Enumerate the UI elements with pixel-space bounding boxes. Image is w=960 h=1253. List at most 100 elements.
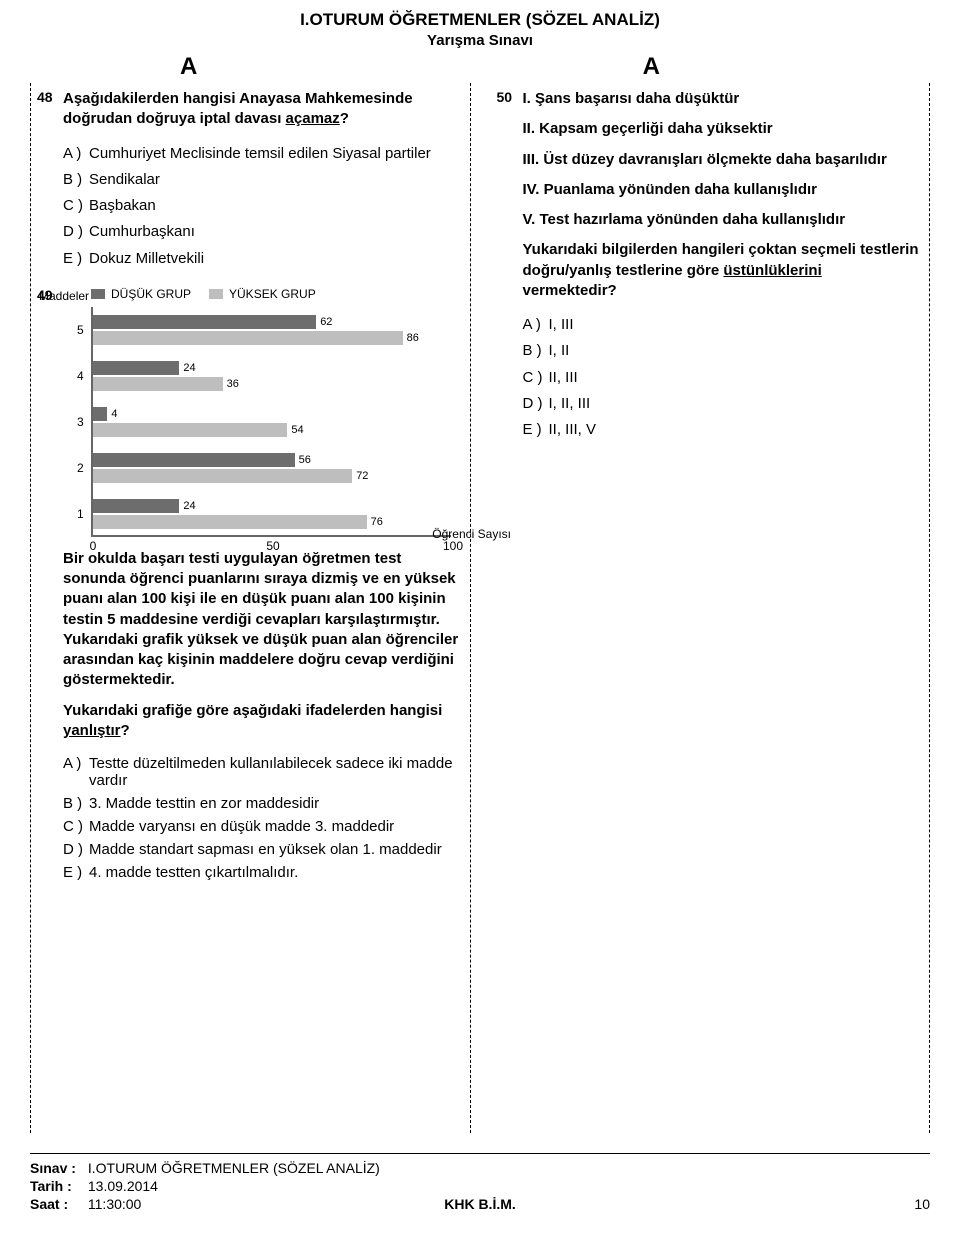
chart-category-label: 3 [77,415,84,429]
q49-chart: DÜŞÜK GRUP YÜKSEK GRUP Maddeler Öğrenci … [63,287,443,537]
chart-bar-low-value: 4 [111,408,117,420]
chart-bar-high-value: 72 [356,470,368,482]
q50-statement-4: IV. Puanlama yönünden daha kullanışlıdır [523,180,920,200]
option-C[interactable]: C )Başbakan [63,196,460,216]
variant-row: A A [30,53,930,83]
chart-bar-high [93,515,367,529]
option-D[interactable]: D )I, II, III [523,394,920,414]
option-E[interactable]: E )4. madde testten çıkartılmalıdır. [63,864,460,881]
option-label: D ) [523,394,549,414]
option-C[interactable]: C )II, III [523,368,920,388]
question-48: 48 Aşağıdakilerden hangisi Anayasa Mahke… [41,89,460,269]
option-D[interactable]: D )Cumhurbaşkanı [63,222,460,242]
option-text: Sendikalar [89,170,460,190]
q50-statement-1: I. Şans başarısı daha düşüktür [523,89,920,109]
q49-para2-a: Yukarıdaki grafiğe göre aşağıdaki ifadel… [63,702,442,719]
legend-high-label: YÜKSEK GRUP [229,287,316,301]
option-B[interactable]: B )3. Madde testtin en zor maddesidir [63,795,460,812]
chart-category-label: 1 [77,507,84,521]
option-C[interactable]: C )Madde varyansı en düşük madde 3. madd… [63,818,460,835]
option-text: Cumhuriyet Meclisinde temsil edilen Siya… [89,144,460,164]
option-text: I, II [549,341,920,361]
chart-bar-high [93,469,352,483]
footer-tarih: 13.09.2014 [88,1178,158,1194]
footer-page-number: 10 [914,1196,930,1212]
chart-bar-low [93,407,107,421]
q49-para2-b: ? [121,722,130,739]
chart-xtick: 50 [266,539,279,553]
option-B[interactable]: B )I, II [523,341,920,361]
question-number: 48 [37,89,53,105]
option-label: A ) [523,315,549,335]
option-text: I, II, III [549,394,920,414]
chart-bar-high [93,377,223,391]
q50-statement-3: III. Üst düzey davranışları ölçmekte dah… [523,150,920,170]
question-text-tail: ? [340,110,349,127]
option-text: Madde varyansı en düşük madde 3. maddedi… [89,818,460,835]
variant-badge-right: A [643,53,660,81]
question-text-part: Aşağıdakilerden hangisi Anayasa Mahkemes… [63,90,413,127]
option-D[interactable]: D )Madde standart sapması en yüksek olan… [63,841,460,858]
option-label: C ) [63,818,89,835]
option-text: Dokuz Milletvekili [89,249,460,269]
option-E[interactable]: E )Dokuz Milletvekili [63,249,460,269]
chart-category-label: 5 [77,323,84,337]
q50-tail: Yukarıdaki bilgilerden hangileri çoktan … [523,240,920,301]
legend-low: DÜŞÜK GRUP [91,287,191,301]
chart-bar-low-value: 62 [320,316,332,328]
chart-plot: Öğrenci Sayısı 0501005628642436345425672… [91,307,451,537]
chart-legend: DÜŞÜK GRUP YÜKSEK GRUP [91,287,443,301]
option-B[interactable]: B )Sendikalar [63,170,460,190]
options-49: A )Testte düzeltilmeden kullanılabilecek… [63,755,460,881]
chart-xtick: 100 [443,539,463,553]
footer-saat-label: Saat : [30,1196,84,1212]
chart-bar-low [93,499,179,513]
option-A[interactable]: A )I, III [523,315,920,335]
options-50: A )I, III B )I, II C )II, III D )I, II, … [523,315,920,440]
option-label: B ) [523,341,549,361]
chart-category-label: 4 [77,369,84,383]
chart-bar-high-value: 86 [407,332,419,344]
option-label: E ) [63,249,89,269]
option-label: D ) [63,222,89,242]
header-subtitle: Yarışma Sınavı [30,32,930,49]
option-label: E ) [523,420,549,440]
option-text: Cumhurbaşkanı [89,222,460,242]
left-column: 48 Aşağıdakilerden hangisi Anayasa Mahke… [30,83,471,1133]
footer-tarih-label: Tarih : [30,1178,84,1194]
option-label: B ) [63,795,89,812]
option-text: II, III [549,368,920,388]
legend-high: YÜKSEK GRUP [209,287,316,301]
footer-center: KHK B.İ.M. [444,1196,516,1212]
chart-bar-high-value: 54 [291,424,303,436]
q49-para2-u: yanlıştır [63,722,121,739]
option-A[interactable]: A )Cumhuriyet Meclisinde temsil edilen S… [63,144,460,164]
options-48: A )Cumhuriyet Meclisinde temsil edilen S… [63,144,460,269]
chart-bar-low-value: 24 [183,500,195,512]
option-text: I, III [549,315,920,335]
chart-bar-high [93,423,287,437]
legend-swatch-high [209,289,223,299]
option-E[interactable]: E )II, III, V [523,420,920,440]
exam-page: I.OTURUM ÖĞRETMENLER (SÖZEL ANALİZ) Yarı… [0,0,960,1234]
q50-statement-5: V. Test hazırlama yönünden daha kullanış… [523,210,920,230]
q50-tail-b: vermektedir? [523,282,617,299]
option-label: C ) [523,368,549,388]
question-50: 50 I. Şans başarısı daha düşüktür II. Ka… [501,89,920,440]
question-49: 49 DÜŞÜK GRUP YÜKSEK GRUP Maddeler Öğren… [41,287,460,881]
chart-ylabel: Maddeler [39,289,89,303]
option-text: Başbakan [89,196,460,216]
question-text-underline: açamaz [286,110,340,127]
q50-tail-u: üstünlüklerini [723,262,821,279]
option-label: E ) [63,864,89,881]
header-title: I.OTURUM ÖĞRETMENLER (SÖZEL ANALİZ) [30,10,930,30]
q49-paragraph-2: Yukarıdaki grafiğe göre aşağıdaki ifadel… [63,701,460,742]
q50-statement-2: II. Kapsam geçerliği daha yüksektir [523,119,920,139]
option-text: 3. Madde testtin en zor maddesidir [89,795,460,812]
chart-bar-low [93,453,295,467]
chart-bar-high [93,331,403,345]
option-A[interactable]: A )Testte düzeltilmeden kullanılabilecek… [63,755,460,789]
option-label: B ) [63,170,89,190]
right-column: 50 I. Şans başarısı daha düşüktür II. Ka… [491,83,931,1133]
option-label: C ) [63,196,89,216]
